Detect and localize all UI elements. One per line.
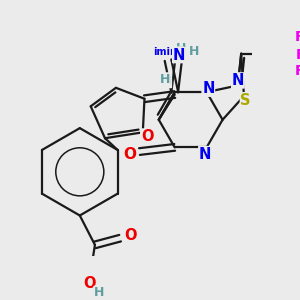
Text: O: O (124, 228, 136, 243)
Text: F: F (294, 64, 300, 77)
Text: imino: imino (153, 47, 183, 57)
Text: S: S (240, 93, 251, 108)
Text: N: N (199, 147, 211, 162)
Text: H: H (161, 75, 172, 88)
Text: N: N (173, 48, 185, 63)
Text: O: O (141, 129, 153, 144)
Text: H: H (189, 45, 199, 58)
Text: O: O (83, 276, 95, 291)
Text: H: H (176, 42, 187, 55)
Text: O: O (123, 147, 136, 162)
Text: F: F (295, 48, 300, 62)
Text: H: H (160, 73, 170, 86)
Text: H: H (94, 286, 104, 299)
Text: N: N (232, 73, 244, 88)
Text: F: F (294, 30, 300, 44)
Text: N: N (202, 81, 214, 96)
